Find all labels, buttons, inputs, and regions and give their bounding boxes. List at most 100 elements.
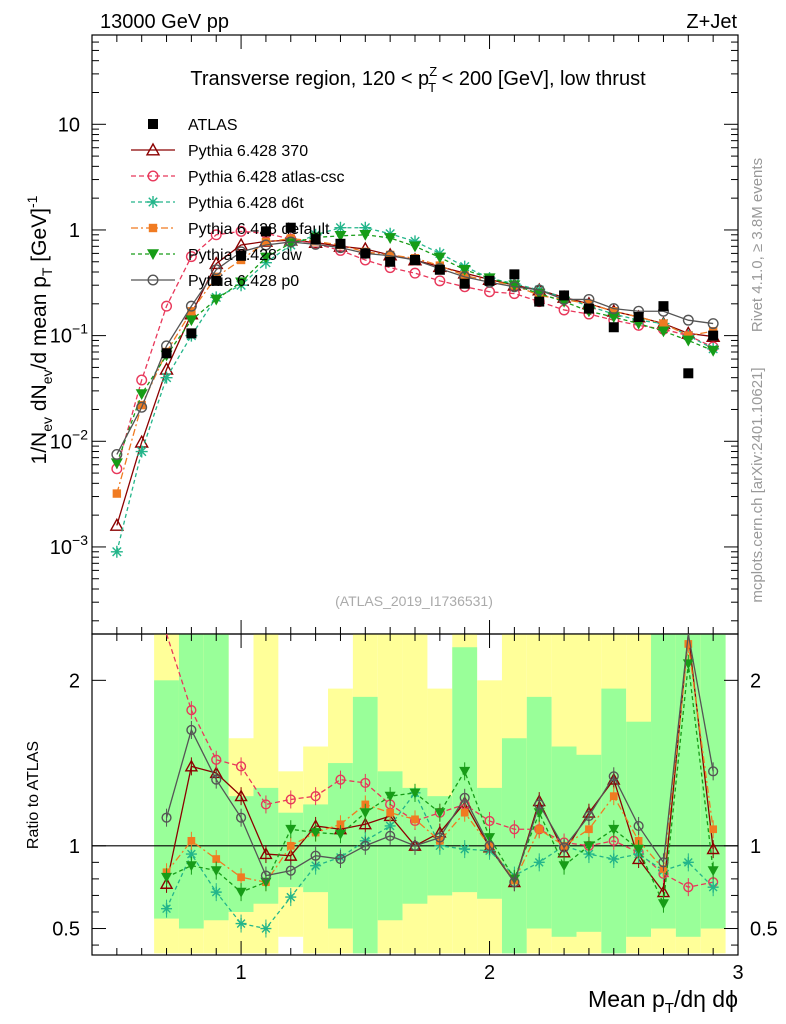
header-left: 13000 GeV pp — [100, 11, 229, 33]
ratio-y-tick-label-right: 0.5 — [750, 919, 778, 941]
legend: ATLAS Pythia 6.428 370 Pythia 6.428 atlas-… — [131, 117, 345, 290]
ratio-marker-5 — [484, 840, 495, 851]
series-marker-5 — [508, 281, 520, 293]
ratio-marker-2 — [185, 848, 197, 860]
x-tick-label: 3 — [732, 962, 743, 984]
ratio-marker-1 — [360, 777, 371, 789]
svg-text:1/Nev dNev/d mean pT [GeV]-1: 1/Nev dNev/d mean pT [GeV]-1 — [24, 195, 55, 464]
ratio-marker-0 — [234, 789, 248, 802]
series-marker-4 — [235, 277, 248, 289]
legend-label-2: Pythia 6.428 d6t — [188, 195, 304, 212]
plot-title: Transverse region, 120 < pZ T < 200 [GeV]… — [190, 64, 646, 95]
ratio-marker-1 — [484, 815, 495, 827]
legend-marker-2 — [147, 196, 159, 208]
series-marker-5 — [260, 239, 272, 251]
ratio-y-tick-label-right: 2 — [750, 670, 761, 692]
series-marker-3 — [659, 319, 668, 328]
series-marker-1 — [161, 300, 173, 312]
series-marker-2 — [409, 235, 421, 248]
ratio-marker-0 — [159, 876, 174, 889]
ratio-marker-1 — [310, 791, 321, 802]
ratio-y-tick-label-right: 1 — [750, 836, 761, 858]
series-marker-0 — [209, 256, 224, 270]
data-point — [260, 226, 271, 237]
ratio-marker-1 — [186, 705, 197, 716]
legend-marker-5 — [147, 274, 159, 286]
ratio-marker-2 — [310, 860, 322, 872]
ratio-marker-4 — [409, 788, 421, 799]
ratio-marker-0 — [284, 848, 298, 861]
series-marker-5 — [285, 236, 297, 248]
mcplots-label: mcplots.cern.ch [arXiv:2401.10621] — [749, 367, 766, 602]
ratio-y-tick-label: 2 — [69, 670, 80, 692]
ratio-marker-0 — [259, 847, 273, 860]
ratio-marker-5 — [211, 774, 222, 785]
ratio-marker-3 — [212, 855, 221, 863]
legend-label-4: Pythia 6.428 dw — [188, 247, 302, 264]
ratio-marker-5 — [235, 812, 247, 823]
ratio-marker-3 — [237, 873, 245, 882]
ratio-marker-0 — [706, 842, 720, 855]
legend-label-atlas: ATLAS — [188, 117, 238, 134]
ratio-marker-2 — [459, 843, 471, 855]
ratio-marker-2 — [161, 903, 173, 915]
y-axis-label: 1/Nev dNev/d mean pT [GeV]-1 — [24, 195, 55, 464]
data-point — [683, 368, 694, 379]
ratio-marker-5 — [285, 865, 296, 876]
series-marker-4 — [359, 229, 372, 241]
ratio-marker-3 — [535, 825, 544, 834]
series-marker-3 — [609, 307, 618, 316]
ratio-marker-1 — [683, 882, 694, 893]
series-marker-4 — [433, 252, 446, 264]
data-point — [236, 250, 247, 261]
ratio-y-tick-label: 0.5 — [52, 919, 80, 941]
series-marker-5 — [682, 314, 694, 326]
legend-label-3: Pythia 6.428 default — [188, 221, 330, 238]
series-marker-4 — [607, 312, 620, 324]
ratio-marker-3 — [386, 808, 395, 817]
ratio-marker-2 — [260, 923, 272, 935]
ratio-marker-5 — [583, 810, 595, 822]
data-point — [186, 328, 197, 339]
ratio-marker-5 — [385, 830, 396, 841]
ratio-marker-5 — [608, 771, 619, 782]
series-marker-4 — [657, 326, 670, 338]
ratio-marker-4 — [434, 808, 446, 819]
ratio-marker-3 — [336, 820, 345, 829]
data-point — [211, 275, 222, 286]
series-marker-5 — [210, 264, 222, 276]
ratio-marker-2 — [533, 856, 545, 868]
header-right: Z+Jet — [686, 11, 737, 33]
ratio-marker-4 — [558, 861, 570, 872]
series-marker-0 — [109, 517, 125, 531]
series-marker-4 — [284, 238, 297, 250]
series-marker-3 — [112, 489, 122, 498]
series-marker-5 — [185, 300, 197, 312]
series-line-1 — [116, 230, 714, 469]
ratio-y-axis-label: Ratio to ATLAS — [25, 741, 42, 849]
data-point — [434, 264, 445, 275]
data-point — [633, 312, 644, 323]
ratio-marker-3 — [709, 825, 718, 834]
series-marker-5 — [533, 284, 545, 296]
series-marker-5 — [707, 318, 719, 330]
y-tick-label: 1 — [69, 220, 80, 242]
ratio-marker-5 — [161, 812, 172, 823]
ratio-marker-4 — [210, 866, 222, 877]
ratio-marker-2 — [210, 886, 222, 898]
ratio-marker-3 — [684, 640, 693, 648]
series-marker-1 — [409, 267, 421, 279]
data-point — [310, 234, 321, 245]
ratio-marker-5 — [558, 842, 570, 853]
ratio-marker-4 — [285, 824, 297, 835]
series-marker-4 — [384, 233, 397, 244]
data-point — [385, 256, 396, 267]
legend-marker-4 — [147, 249, 159, 260]
series-marker-3 — [385, 250, 395, 260]
ratio-marker-1 — [260, 799, 272, 810]
main-plot-panel: 10 1 10−1 10−2 10−3 — [50, 34, 739, 635]
ratio-marker-3 — [609, 792, 618, 801]
series-marker-3 — [261, 237, 271, 247]
series-marker-4 — [334, 231, 347, 242]
